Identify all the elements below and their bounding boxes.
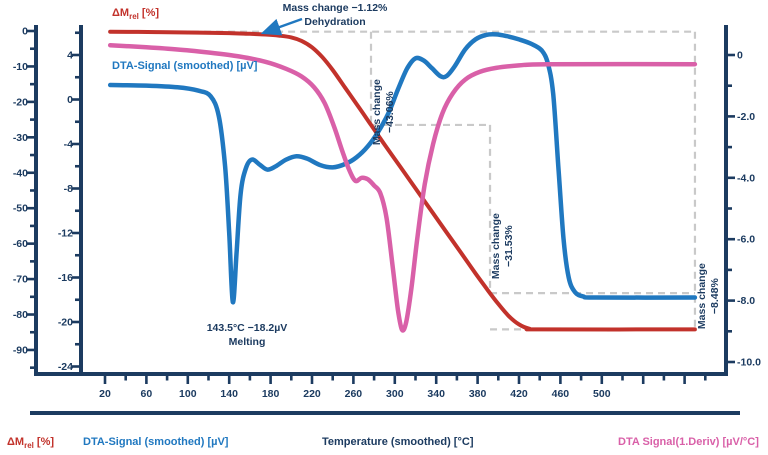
mass-step-1-annotation: Mass change −43.06% xyxy=(371,47,397,177)
svg-text:-10: -10 xyxy=(13,61,28,73)
legend-mass-sub: rel xyxy=(24,441,34,451)
svg-text:500: 500 xyxy=(593,388,611,400)
mass-step-2-caption: Mass change xyxy=(489,213,502,280)
svg-text:220: 220 xyxy=(303,388,321,400)
mass-step-1-value: −43.06% xyxy=(384,91,396,133)
svg-text:300: 300 xyxy=(386,388,404,400)
svg-text:-30: -30 xyxy=(13,132,28,144)
svg-text:4: 4 xyxy=(67,50,73,62)
svg-text:-2.0: -2.0 xyxy=(737,111,755,123)
svg-text:-24: -24 xyxy=(58,361,73,373)
svg-text:180: 180 xyxy=(262,388,280,400)
svg-text:0: 0 xyxy=(67,94,73,106)
mass-step-1-caption: Mass change xyxy=(370,79,383,146)
mass-label-prefix: ΔM xyxy=(112,7,130,19)
svg-text:460: 460 xyxy=(552,388,570,400)
svg-text:-50: -50 xyxy=(13,203,28,215)
axes: 0 -10 -20 -30 -40 -50 -60 -70 -80 -90 4 0 -4 -8 -12 -16… xyxy=(13,25,761,400)
legend-dta-curve: DTA-Signal (smoothed) [µV] xyxy=(83,436,229,448)
svg-text:-10.0: -10.0 xyxy=(737,357,761,369)
svg-text:60: 60 xyxy=(141,388,153,400)
svg-text:140: 140 xyxy=(220,388,238,400)
svg-text:-6.0: -6.0 xyxy=(737,234,755,246)
svg-text:-80: -80 xyxy=(13,309,28,321)
mass-step-2-value: −31.53% xyxy=(503,225,515,267)
svg-text:-4: -4 xyxy=(64,139,73,151)
svg-text:260: 260 xyxy=(345,388,363,400)
svg-text:-8.0: -8.0 xyxy=(737,295,755,307)
svg-text:340: 340 xyxy=(427,388,445,400)
svg-text:-60: -60 xyxy=(13,238,28,250)
svg-text:-40: -40 xyxy=(13,167,28,179)
mass-label-unit: [%] xyxy=(138,7,160,19)
mass-step-3-caption: Mass change xyxy=(695,263,708,330)
svg-text:420: 420 xyxy=(510,388,528,400)
legend-temperature-axis: Temperature (smoothed) [°C] xyxy=(322,436,474,448)
melting-peak-value-text: 143.5°C −18.2µV xyxy=(206,322,288,334)
svg-text:-20: -20 xyxy=(58,317,73,329)
svg-text:20: 20 xyxy=(99,388,111,400)
dehydration-mass-change-text: Mass change −1.12% xyxy=(282,2,388,14)
svg-text:-12: -12 xyxy=(58,228,73,240)
svg-text:380: 380 xyxy=(469,388,487,400)
legend-mass-curve: ΔMrel [%] xyxy=(7,436,54,450)
svg-text:-16: -16 xyxy=(58,272,73,284)
mass-step-3-value: −8.48% xyxy=(709,278,721,315)
svg-text:0: 0 xyxy=(22,26,28,38)
mass-step-2-annotation: Mass change −31.53% xyxy=(490,181,516,311)
dta-curve-inplot-label: DTA-Signal (smoothed) [µV] xyxy=(112,60,258,72)
svg-text:-8: -8 xyxy=(64,183,73,195)
mass-label-sub: rel xyxy=(129,12,139,22)
dehydration-annotation: Mass change −1.12% Dehydration xyxy=(255,1,415,29)
svg-text:0: 0 xyxy=(737,50,743,62)
svg-text:-20: -20 xyxy=(13,96,28,108)
mass-step-3-annotation: Mass change −8.48% xyxy=(696,231,722,361)
melting-label-text: Melting xyxy=(228,336,266,349)
dta-derivative-curve xyxy=(107,42,698,333)
legend-mass-unit: [%] xyxy=(33,436,55,448)
separator-line xyxy=(30,411,740,415)
melting-annotation: 143.5°C −18.2µV Melting xyxy=(182,321,312,349)
svg-text:100: 100 xyxy=(179,388,197,400)
svg-text:-70: -70 xyxy=(13,274,28,286)
svg-text:-90: -90 xyxy=(13,344,28,356)
dehydration-label-text: Dehydration xyxy=(304,16,366,29)
legend-deriv-curve: DTA Signal(1.Deriv) [µV/°C] xyxy=(618,436,759,448)
dehydration-arrow xyxy=(260,17,303,36)
mass-curve-inplot-label: ΔMrel [%] xyxy=(112,7,159,21)
legend-mass-prefix: ΔM xyxy=(7,436,25,448)
svg-text:-4.0: -4.0 xyxy=(737,172,755,184)
